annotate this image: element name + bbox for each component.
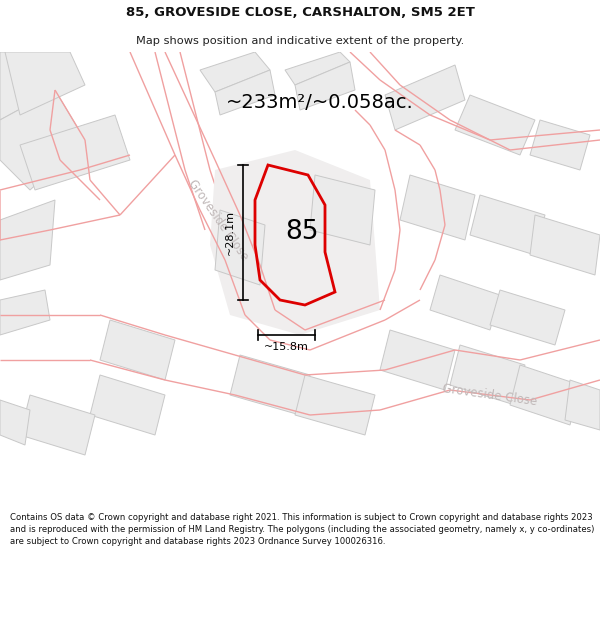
Polygon shape <box>400 175 475 240</box>
Text: 85, GROVESIDE CLOSE, CARSHALTON, SM5 2ET: 85, GROVESIDE CLOSE, CARSHALTON, SM5 2ET <box>125 6 475 19</box>
Polygon shape <box>90 375 165 435</box>
Polygon shape <box>380 330 455 390</box>
Text: ~233m²/~0.058ac.: ~233m²/~0.058ac. <box>226 92 414 111</box>
Text: ~15.8m: ~15.8m <box>264 342 309 352</box>
Polygon shape <box>295 62 355 110</box>
Text: 85: 85 <box>285 219 319 245</box>
Polygon shape <box>530 215 600 275</box>
Polygon shape <box>215 210 265 285</box>
Polygon shape <box>210 150 380 335</box>
Polygon shape <box>20 115 130 190</box>
Text: Map shows position and indicative extent of the property.: Map shows position and indicative extent… <box>136 36 464 46</box>
Polygon shape <box>285 52 350 85</box>
Text: ~28.1m: ~28.1m <box>225 210 235 255</box>
Polygon shape <box>310 175 375 245</box>
Polygon shape <box>100 320 175 380</box>
Polygon shape <box>215 70 275 115</box>
Polygon shape <box>0 290 50 335</box>
Polygon shape <box>0 52 55 120</box>
Polygon shape <box>5 52 85 115</box>
Polygon shape <box>490 290 565 345</box>
Polygon shape <box>200 52 270 92</box>
Polygon shape <box>565 380 600 430</box>
Polygon shape <box>0 90 85 190</box>
Text: Groveside Close: Groveside Close <box>185 177 251 262</box>
Polygon shape <box>530 120 590 170</box>
Polygon shape <box>430 275 500 330</box>
Text: Groveside Close: Groveside Close <box>442 382 538 408</box>
Polygon shape <box>230 355 310 415</box>
Polygon shape <box>20 395 95 455</box>
Polygon shape <box>450 345 525 405</box>
Polygon shape <box>0 400 30 445</box>
Polygon shape <box>470 195 545 255</box>
Polygon shape <box>295 375 375 435</box>
Polygon shape <box>455 95 535 155</box>
Polygon shape <box>510 365 580 425</box>
Polygon shape <box>385 65 465 130</box>
Text: Contains OS data © Crown copyright and database right 2021. This information is : Contains OS data © Crown copyright and d… <box>10 514 595 546</box>
Polygon shape <box>0 200 55 280</box>
